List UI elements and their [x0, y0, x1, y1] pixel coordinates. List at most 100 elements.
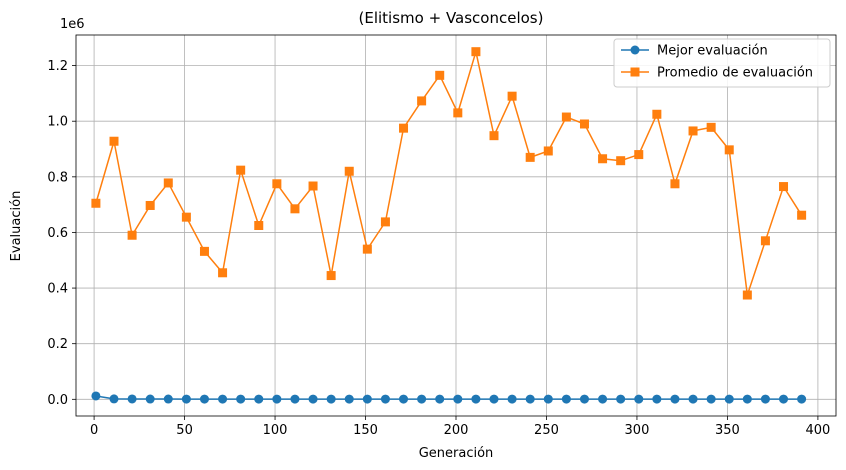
- x-tick-label: 50: [176, 423, 193, 438]
- data-point: [145, 200, 155, 210]
- data-point: [543, 146, 553, 156]
- y-tick-label: 0.0: [47, 393, 68, 408]
- data-point: [91, 391, 101, 401]
- series-line: [95, 395, 802, 400]
- data-point: [109, 136, 119, 146]
- data-point: [127, 230, 137, 240]
- data-point: [380, 394, 390, 404]
- data-point: [435, 70, 445, 80]
- data-point: [507, 91, 517, 101]
- data-point: [109, 394, 119, 404]
- x-tick-label: 100: [263, 423, 288, 438]
- data-point: [760, 394, 770, 404]
- data-point: [181, 394, 191, 404]
- data-point: [417, 96, 427, 106]
- data-point: [163, 394, 173, 404]
- y-tick-label: 0.2: [47, 337, 68, 352]
- data-point: [417, 394, 427, 404]
- y-tick-label: 0.8: [47, 170, 68, 185]
- data-point: [236, 394, 246, 404]
- data-point: [181, 212, 191, 222]
- data-point: [344, 394, 354, 404]
- data-point: [507, 394, 517, 404]
- data-point: [688, 394, 698, 404]
- legend-marker-best: [630, 45, 640, 55]
- data-point: [525, 152, 535, 162]
- data-point: [724, 145, 734, 155]
- data-point: [543, 394, 553, 404]
- data-point: [598, 154, 608, 164]
- y-tick-label: 1.2: [47, 59, 68, 74]
- data-point: [254, 221, 264, 230]
- data-point: [670, 179, 680, 189]
- data-point: [380, 217, 390, 227]
- y-tick-label: 0.4: [47, 282, 68, 297]
- data-point: [616, 394, 626, 404]
- legend-marker-average: [630, 67, 640, 77]
- data-point: [634, 394, 644, 404]
- data-point: [290, 204, 300, 214]
- data-point: [471, 47, 481, 57]
- data-point: [199, 394, 209, 404]
- data-point: [91, 198, 101, 208]
- data-point: [272, 394, 282, 404]
- legend-box: [613, 38, 831, 88]
- data-point: [670, 394, 680, 404]
- y-ticks: 0.0 0.2 0.4 0.6 0.8 1.0 1.2: [47, 59, 76, 408]
- data-point: [634, 150, 644, 160]
- x-axis-label: Generación: [419, 446, 494, 461]
- data-point: [525, 394, 535, 404]
- data-point: [760, 236, 770, 246]
- x-tick-label: 400: [805, 423, 830, 438]
- data-point: [652, 394, 662, 404]
- data-point: [616, 156, 626, 166]
- data-point: [688, 126, 698, 136]
- series-layer: [91, 47, 807, 404]
- data-point: [163, 178, 173, 188]
- data-point: [308, 181, 318, 191]
- data-point: [779, 182, 789, 192]
- data-point: [706, 122, 716, 132]
- data-point: [471, 394, 481, 404]
- data-point: [489, 131, 499, 141]
- data-point: [399, 123, 409, 133]
- data-point: [598, 394, 608, 404]
- legend: Mejor evaluación Promedio de evaluación: [613, 38, 831, 88]
- data-point: [797, 210, 807, 220]
- data-point: [290, 394, 300, 404]
- x-tick-label: 150: [353, 423, 378, 438]
- data-point: [561, 394, 571, 404]
- x-tick-label: 250: [534, 423, 559, 438]
- data-point: [362, 244, 372, 254]
- data-point: [236, 165, 246, 175]
- legend-label-best: Mejor evaluación: [657, 44, 768, 59]
- data-point: [453, 394, 463, 404]
- data-point: [218, 268, 228, 278]
- data-point: [272, 179, 282, 189]
- data-point: [579, 119, 589, 129]
- data-point: [489, 394, 499, 404]
- y-tick-label: 0.6: [47, 226, 68, 241]
- x-tick-label: 350: [715, 423, 740, 438]
- chart-title: (Elitismo + Vasconcelos): [359, 9, 544, 27]
- x-ticks: 0 50 100 150 200 250 300 350 400: [90, 416, 830, 438]
- data-point: [362, 394, 372, 404]
- legend-label-average: Promedio de evaluación: [657, 66, 813, 81]
- series-0: [91, 391, 807, 404]
- plot-frame: [75, 34, 837, 417]
- data-point: [326, 271, 336, 281]
- data-point: [218, 394, 228, 404]
- data-point: [779, 394, 789, 404]
- x-tick-label: 0: [90, 423, 98, 438]
- data-point: [308, 394, 318, 404]
- data-point: [145, 394, 155, 404]
- data-point: [127, 394, 137, 404]
- series-1: [91, 47, 807, 300]
- data-point: [724, 394, 734, 404]
- data-point: [199, 246, 209, 256]
- data-point: [742, 394, 752, 404]
- data-point: [579, 394, 589, 404]
- data-point: [326, 394, 336, 404]
- data-point: [399, 394, 409, 404]
